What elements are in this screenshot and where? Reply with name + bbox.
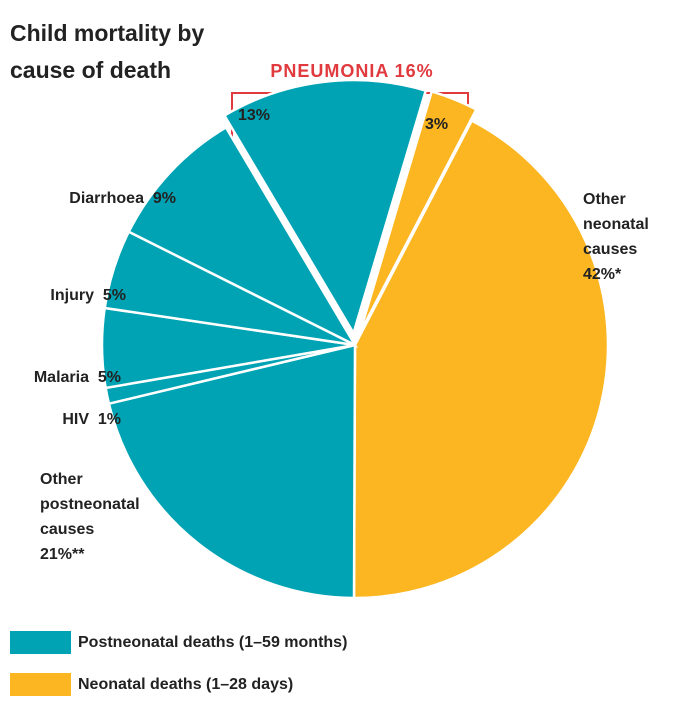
slice-label: Injury 5% <box>50 287 126 304</box>
legend-swatch <box>10 673 71 696</box>
value-label: 5% <box>98 369 121 386</box>
value-label: 5% <box>103 287 126 304</box>
slice-label: Other postneonatal causes <box>40 471 140 538</box>
pie-slice <box>352 118 610 600</box>
slice-label: Malaria 5% <box>34 369 121 386</box>
pie-slice <box>127 125 359 349</box>
legend-label: Neonatal deaths (1–28 days) <box>78 676 293 693</box>
category-label: HIV <box>62 411 98 428</box>
value-label: 9% <box>153 190 176 207</box>
chart-title: Child mortality by cause of death <box>10 20 204 83</box>
pie-slice <box>222 78 428 337</box>
slice-label: 3% <box>425 116 448 133</box>
annotation: PNEUMONIA 16% <box>270 61 433 81</box>
pie-slice <box>107 343 357 600</box>
pie-slice <box>358 89 479 335</box>
value-label: 13% <box>238 107 270 124</box>
slice-label: 13% <box>238 107 270 124</box>
category-label: Malaria <box>34 369 98 386</box>
category-label: Injury <box>50 287 102 304</box>
value-label: 1% <box>98 411 121 428</box>
slice-label: HIV 1% <box>62 411 121 428</box>
slice-label: Other neonatal causes <box>583 191 649 258</box>
value-label: 42%* <box>583 266 622 283</box>
value-label: 3% <box>425 116 448 133</box>
category-label: Diarrhoea <box>69 190 153 207</box>
value-label: 21%** <box>40 546 85 563</box>
legend-label: Postneonatal deaths (1–59 months) <box>78 634 347 651</box>
legend-swatch <box>10 631 71 654</box>
slice-label: Diarrhoea 9% <box>69 190 176 207</box>
